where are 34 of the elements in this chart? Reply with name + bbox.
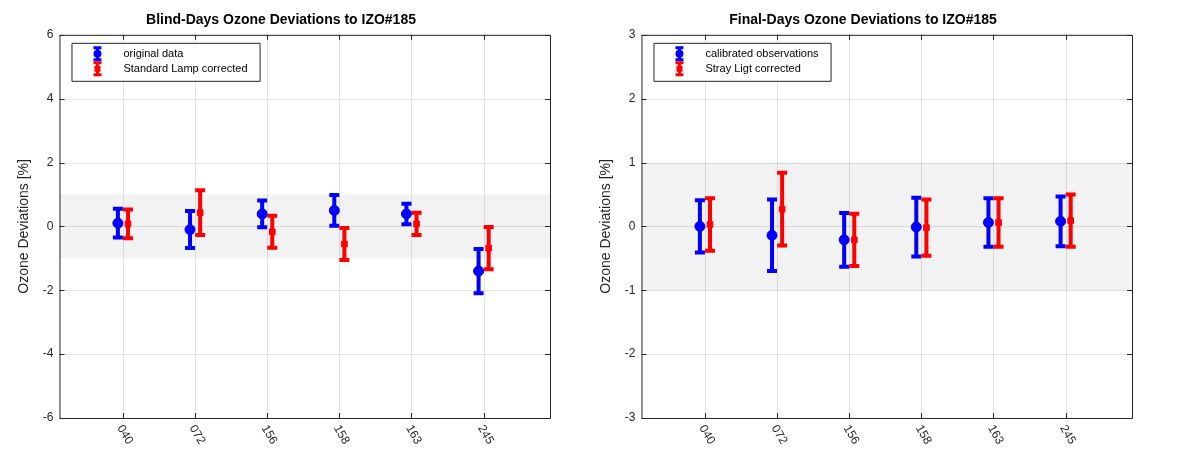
chart-title: Final-Days Ozone Deviations to IZO#185 — [729, 11, 998, 28]
y-tick-label: -6 — [42, 410, 54, 425]
y-tick-label: -4 — [42, 346, 54, 361]
y-tick-label: 3 — [628, 27, 636, 42]
y-tick-label: 4 — [46, 90, 54, 105]
legend-label: calibrated observations — [705, 46, 820, 59]
x-tick-label: 072 — [768, 422, 791, 447]
x-tick-label: 163 — [403, 422, 426, 447]
x-tick-label: 040 — [696, 422, 719, 447]
y-axis-title: Ozone Deviations [%] — [597, 159, 614, 294]
x-tick-label: 156 — [840, 422, 864, 447]
x-tick-label: 158 — [912, 422, 936, 447]
y-tick-label: 2 — [46, 154, 54, 169]
x-tick-label: 245 — [1057, 422, 1080, 447]
x-tick-label: 040 — [114, 422, 137, 447]
y-axis-title: Ozone Deviations [%] — [15, 159, 32, 294]
legend-label: Stray Ligt corrected — [705, 61, 801, 74]
x-tick-label: 163 — [985, 422, 1008, 447]
y-tick-label: -2 — [624, 346, 636, 361]
x-tick-label: 245 — [475, 422, 498, 447]
y-tick-label: -3 — [624, 410, 636, 425]
y-tick-label: 2 — [628, 90, 636, 105]
legend-label: original data — [123, 46, 185, 59]
y-tick-label: 0 — [46, 218, 54, 233]
legend-label: Standard Lamp corrected — [123, 61, 248, 74]
y-tick-label: -1 — [624, 282, 636, 297]
y-tick-label: -2 — [42, 282, 54, 297]
x-tick-label: 072 — [186, 422, 209, 447]
y-tick-label: 1 — [628, 154, 636, 169]
y-tick-label: 0 — [628, 218, 636, 233]
y-tick-label: 6 — [46, 27, 54, 42]
x-tick-label: 156 — [258, 422, 282, 447]
x-tick-label: 158 — [330, 422, 354, 447]
chart-title: Blind-Days Ozone Deviations to IZO#185 — [146, 11, 417, 28]
